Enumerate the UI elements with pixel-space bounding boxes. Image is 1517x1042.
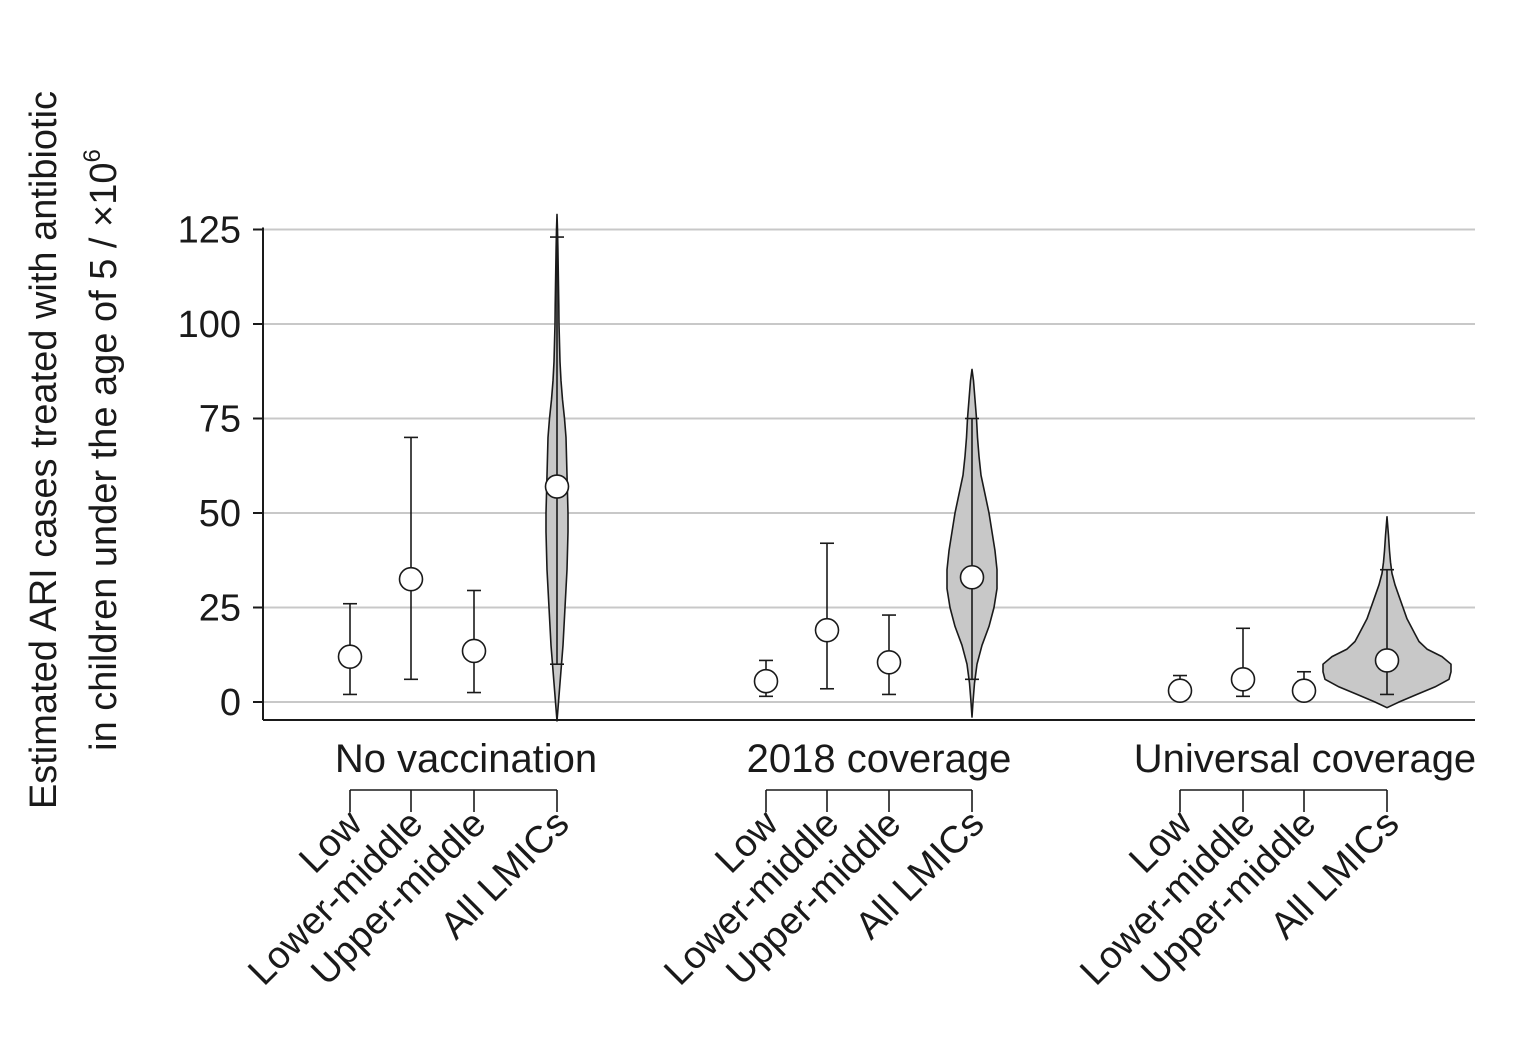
- y-tick-label: 125: [178, 210, 241, 252]
- median-marker-upper-middle: [461, 638, 487, 664]
- y-tick-label: 50: [199, 493, 241, 535]
- median-marker-low: [1167, 678, 1193, 703]
- group-title: Universal coverage: [1134, 737, 1476, 781]
- y-tick-label: 25: [199, 588, 241, 630]
- y-axis: 0 25 50 75 100 125: [178, 210, 1475, 724]
- y-tick-label: 75: [199, 399, 241, 441]
- y-axis-title-superscript: 6: [79, 149, 106, 162]
- median-marker-low: [337, 644, 363, 669]
- median-marker-lower-middle: [398, 566, 424, 592]
- median-marker-all-lmics: [544, 474, 570, 499]
- median-marker-lower-middle: [1230, 667, 1256, 692]
- x-axis-groups: No vaccinationLowLower-middleUpper-middl…: [240, 737, 1476, 994]
- median-marker-upper-middle: [1291, 678, 1317, 703]
- group-title: No vaccination: [335, 737, 597, 781]
- y-tick-label: 100: [178, 304, 241, 346]
- y-axis-title-line1: Estimated ARI cases treated with antibio…: [23, 91, 65, 809]
- grid-lines: [263, 228, 1475, 703]
- group-title: 2018 coverage: [747, 737, 1012, 781]
- data-points: [337, 436, 1317, 703]
- y-axis-title-line2: in children under the age of 5 / ×106: [79, 149, 125, 751]
- y-tick-label: 0: [220, 682, 241, 724]
- median-marker-all-lmics: [1374, 648, 1400, 673]
- median-marker-all-lmics: [959, 564, 985, 590]
- median-marker-upper-middle: [876, 650, 902, 675]
- violins: [544, 213, 1452, 722]
- median-marker-lower-middle: [814, 617, 840, 643]
- median-marker-low: [753, 668, 779, 694]
- y-axis-title-line2-text: in children under the age of 5 / ×10: [83, 162, 125, 750]
